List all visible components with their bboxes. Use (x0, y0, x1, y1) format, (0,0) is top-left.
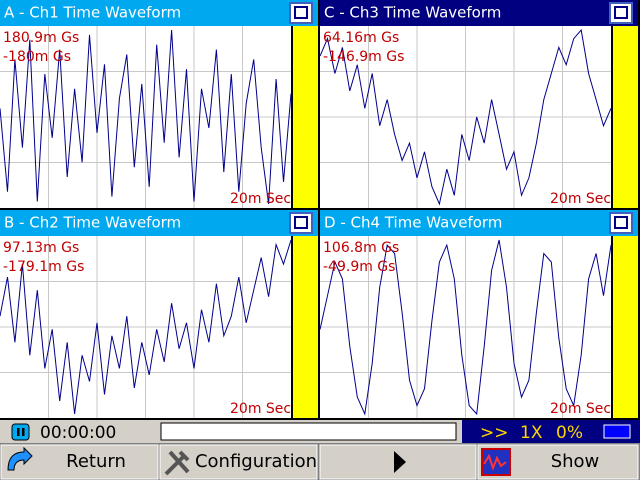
maximize-icon (614, 6, 628, 19)
max-label: 97.13m Gs (3, 240, 79, 256)
max-label: 180.9m Gs (3, 30, 79, 46)
cursor-strip (291, 236, 318, 418)
cursor-strip (611, 236, 638, 418)
time-label: 20m Sec (230, 401, 291, 417)
speed: >> (480, 423, 509, 443)
pause-icon (22, 428, 25, 436)
waveform (319, 239, 612, 416)
time-label: 20m Sec (550, 191, 611, 207)
title-bar (0, 0, 318, 26)
return-button[interactable]: Return (0, 444, 159, 480)
elapsed-time: 00:00:00 (40, 423, 116, 443)
show-icon-wave (483, 453, 507, 471)
cursor-strip (611, 26, 638, 208)
waveform (0, 29, 292, 205)
configuration-button[interactable]: Configuration (159, 444, 318, 480)
button-label: Return (66, 451, 126, 472)
panel-title: D - Ch4 Time Waveform (324, 214, 502, 232)
pause-button[interactable] (11, 423, 30, 441)
title-bar (320, 210, 638, 236)
cursor-strip (291, 26, 318, 208)
max-label: 64.16m Gs (323, 30, 399, 46)
percent: 0% (556, 423, 583, 443)
play-icon (394, 451, 406, 473)
min-label: -180m Gs (3, 49, 71, 65)
maximize-icon (294, 216, 308, 229)
maximize-icon (614, 216, 628, 229)
pause-icon (17, 428, 20, 436)
panel-title: A - Ch1 Time Waveform (4, 4, 181, 22)
waveform (319, 28, 612, 206)
time-label: 20m Sec (550, 401, 611, 417)
title-bar (0, 210, 318, 236)
min-label: -49.9m Gs (323, 259, 395, 275)
panels: A - Ch1 Time Waveform 180.9m Gs -180m Gs 20… (0, 0, 638, 418)
button-label: Configuration (195, 451, 317, 472)
panel-title: C - Ch3 Time Waveform (324, 4, 501, 22)
min-label: -179.1m Gs (3, 259, 84, 275)
waveform (0, 239, 292, 415)
title-bar (320, 0, 638, 26)
zoom: 1X (520, 423, 543, 443)
playback-panel (462, 420, 640, 443)
time-label: 20m Sec (230, 191, 291, 207)
tools-icon (164, 450, 190, 476)
progress-bar (160, 422, 457, 441)
button-face (159, 444, 318, 480)
show-button[interactable]: Show (477, 444, 639, 480)
panel-title: B - Ch2 Time Waveform (4, 214, 181, 232)
min-label: -146.9m Gs (323, 49, 404, 65)
play-button[interactable] (319, 444, 477, 480)
battery-icon (603, 424, 631, 439)
max-label: 106.8m Gs (323, 240, 399, 256)
button-label: Show (551, 451, 600, 472)
return-icon (7, 446, 33, 471)
maximize-icon (294, 6, 308, 19)
